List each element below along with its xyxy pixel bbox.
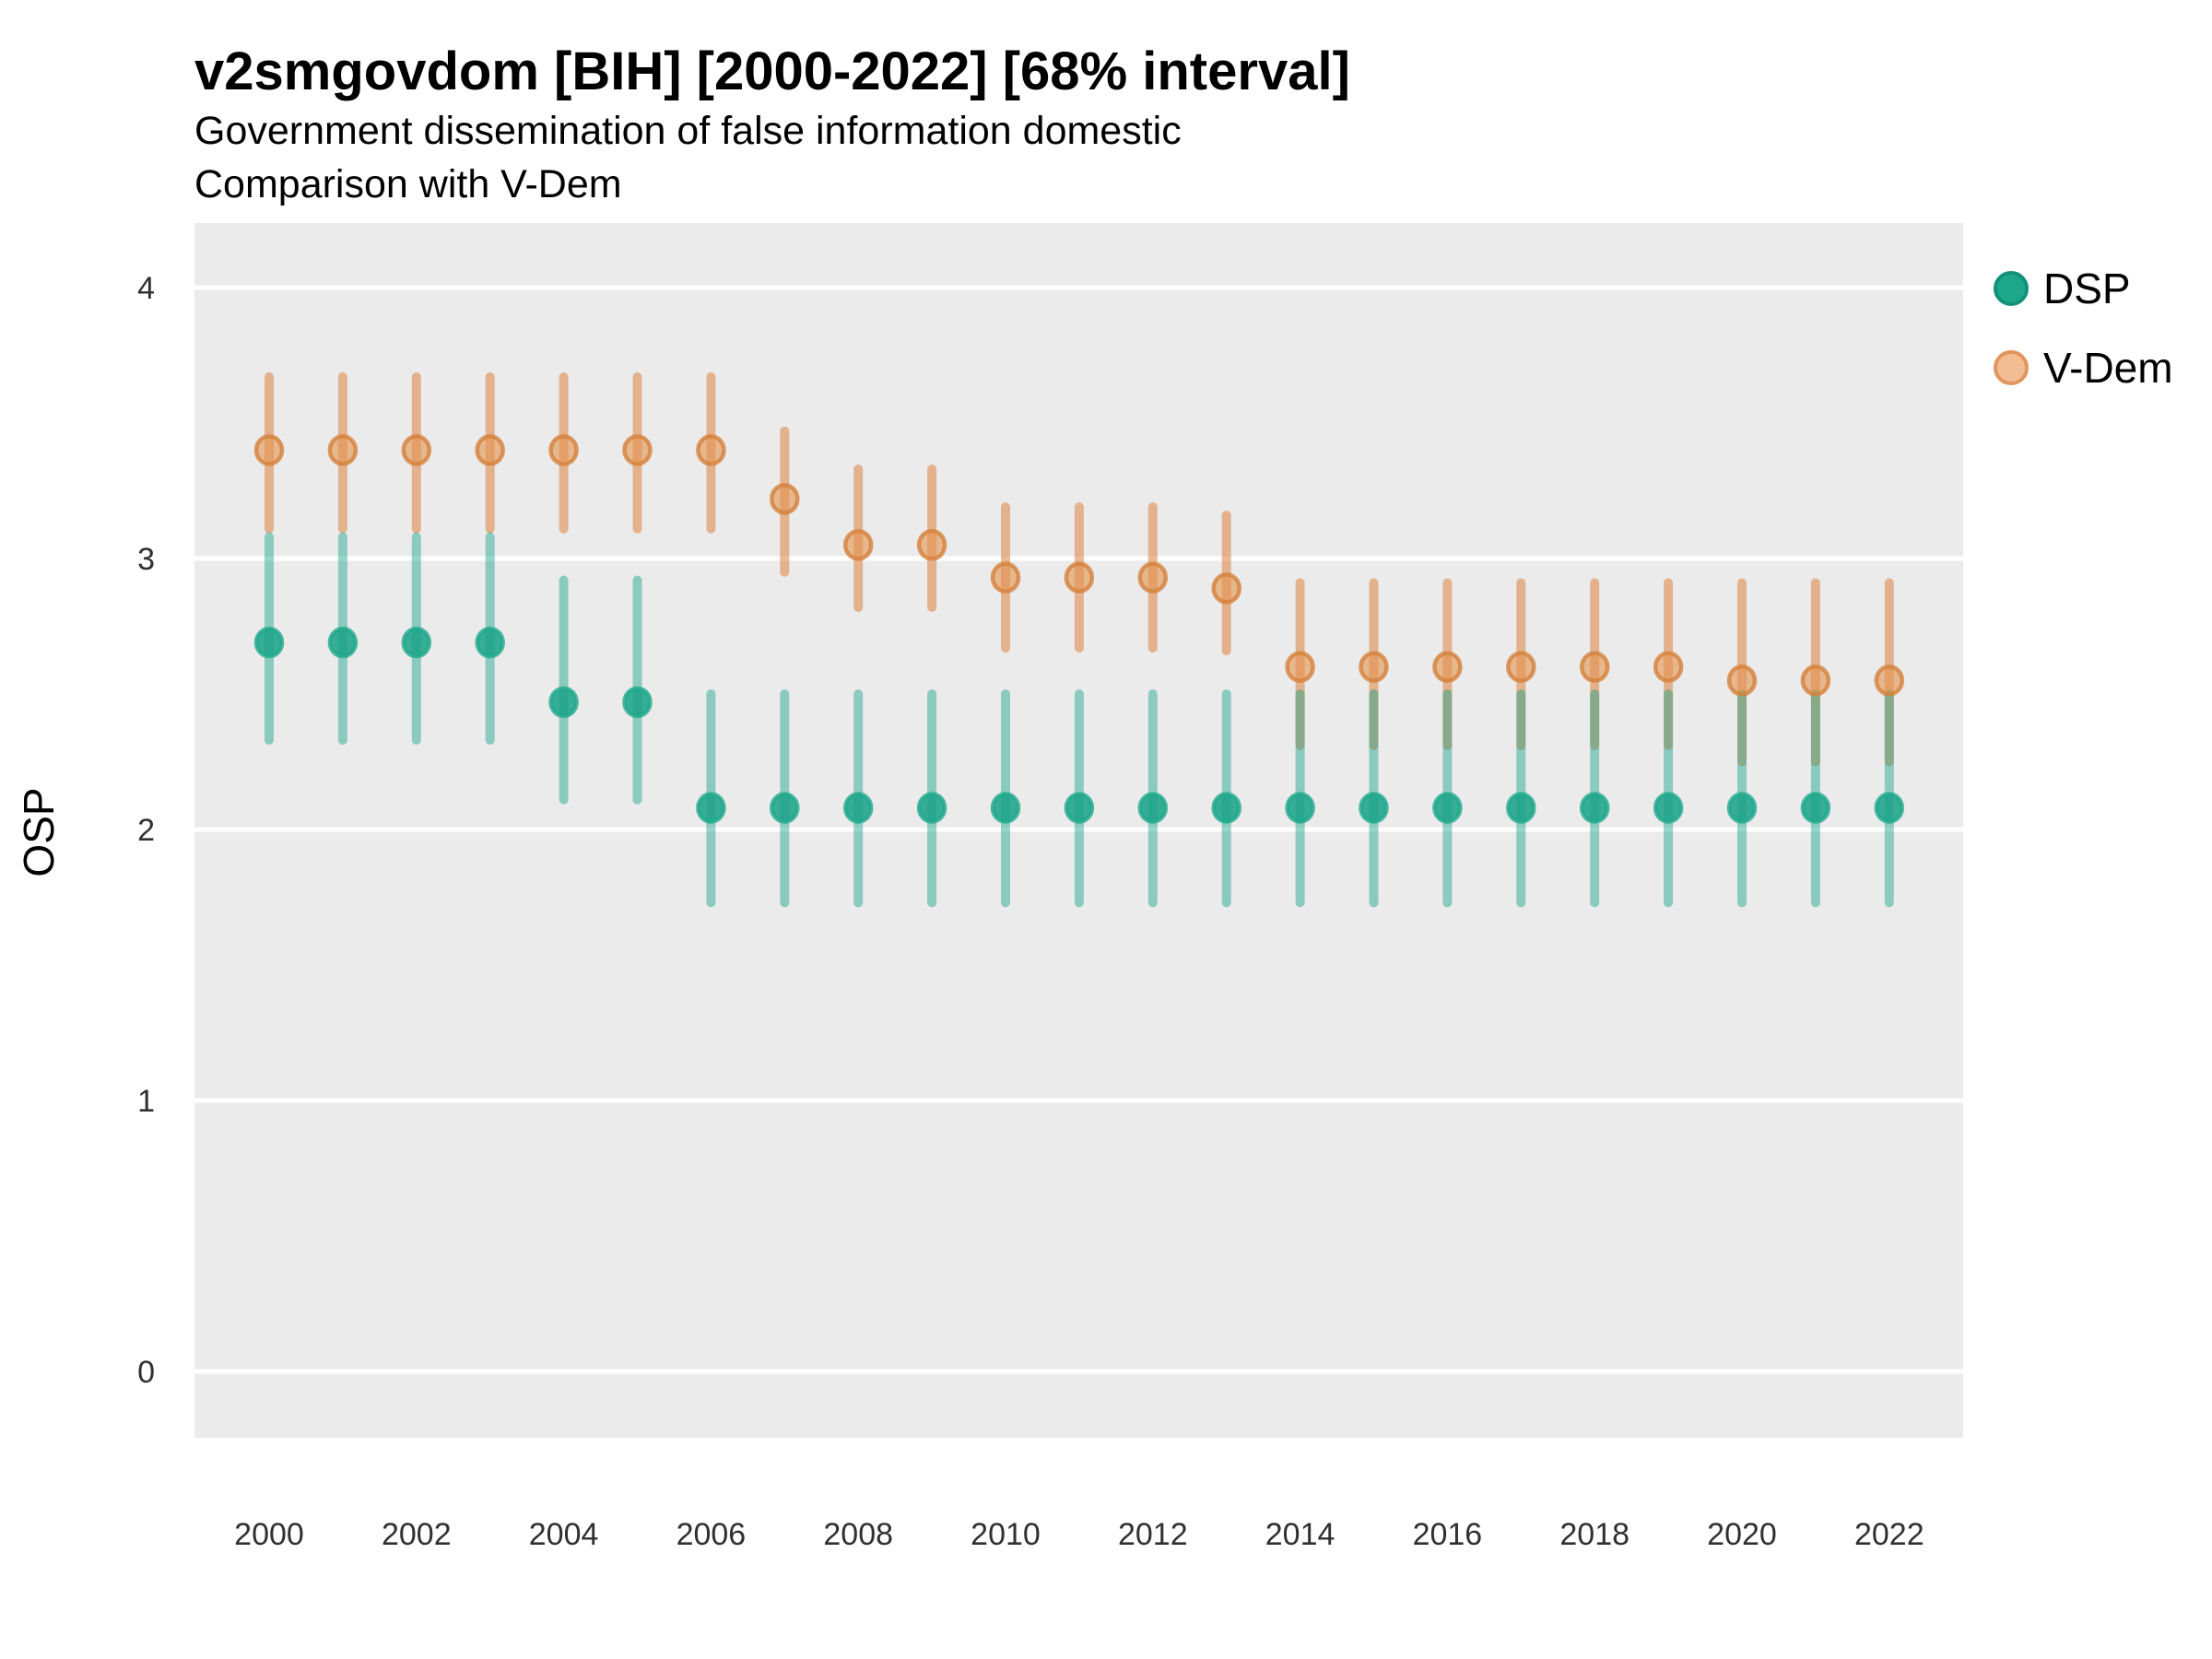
x-tick-label-2008: 2008 <box>823 1517 893 1552</box>
y-tick-label-4: 4 <box>137 271 155 306</box>
point-v-dem-2005 <box>622 434 653 466</box>
y-axis-tick-labels: 0 1 2 3 4 <box>137 271 155 1390</box>
point-dsp-2015 <box>1359 792 1389 824</box>
legend: DSP V-Dem <box>1994 264 2173 393</box>
point-dsp-2005 <box>622 686 653 719</box>
point-dsp-2006 <box>696 792 726 824</box>
x-axis-tick-labels: 2000 2002 2004 2006 2008 2010 2012 2014 2016 2018… <box>234 1517 1924 1552</box>
point-dsp-2000 <box>253 626 285 659</box>
chart-subtitle-2: Comparison with V-Dem <box>194 162 622 206</box>
y-tick-label-1: 1 <box>137 1084 155 1119</box>
point-v-dem-2015 <box>1359 651 1389 683</box>
point-v-dem-2006 <box>696 434 726 466</box>
point-v-dem-2014 <box>1285 651 1315 683</box>
point-dsp-2003 <box>475 626 505 659</box>
point-v-dem-2008 <box>842 529 874 561</box>
x-tick-label-2004: 2004 <box>529 1517 599 1552</box>
point-dsp-2010 <box>990 792 1021 824</box>
point-dsp-2009 <box>916 792 947 824</box>
point-v-dem-2010 <box>990 561 1021 594</box>
y-tick-label-3: 3 <box>137 542 155 577</box>
x-tick-label-2012: 2012 <box>1118 1517 1188 1552</box>
x-tick-label-2010: 2010 <box>971 1517 1041 1552</box>
point-dsp-2007 <box>770 792 800 824</box>
x-tick-label-2006: 2006 <box>677 1517 747 1552</box>
x-tick-label-2000: 2000 <box>234 1517 304 1552</box>
point-dsp-2001 <box>327 626 359 659</box>
point-dsp-2004 <box>548 686 579 719</box>
point-dsp-2012 <box>1137 792 1169 824</box>
point-v-dem-2002 <box>401 434 432 466</box>
point-v-dem-2009 <box>916 529 947 561</box>
point-dsp-2021 <box>1800 792 1831 824</box>
point-v-dem-2018 <box>1579 651 1610 683</box>
point-dsp-2020 <box>1726 792 1758 824</box>
x-tick-label-2002: 2002 <box>382 1517 452 1552</box>
point-dsp-2018 <box>1579 792 1610 824</box>
point-dsp-2002 <box>401 626 432 659</box>
point-dsp-2013 <box>1211 792 1241 824</box>
point-v-dem-2017 <box>1506 651 1536 683</box>
vdem-legend-dot-icon <box>1994 350 2029 385</box>
point-v-dem-2007 <box>770 483 800 515</box>
x-tick-label-2014: 2014 <box>1265 1517 1335 1552</box>
point-v-dem-2021 <box>1800 665 1831 697</box>
legend-item-vdem: V-Dem <box>1994 343 2173 393</box>
point-dsp-2011 <box>1064 792 1095 824</box>
point-dsp-2019 <box>1653 792 1684 824</box>
point-v-dem-2001 <box>327 434 359 466</box>
point-v-dem-2016 <box>1432 651 1463 683</box>
dsp-legend-dot-icon <box>1994 271 2029 306</box>
point-v-dem-2020 <box>1726 665 1758 697</box>
point-v-dem-2012 <box>1137 561 1169 594</box>
y-tick-label-0: 0 <box>137 1355 155 1390</box>
x-tick-label-2020: 2020 <box>1707 1517 1777 1552</box>
point-dsp-2022 <box>1874 792 1905 824</box>
chart-subtitle-1: Government dissemination of false inform… <box>194 109 1182 153</box>
chart-title: v2smgovdom [BIH] [2000-2022] [68% interv… <box>194 41 1350 101</box>
x-tick-label-2016: 2016 <box>1413 1517 1483 1552</box>
point-dsp-2014 <box>1285 792 1315 824</box>
point-v-dem-2011 <box>1064 561 1095 594</box>
point-dsp-2016 <box>1432 792 1463 824</box>
point-v-dem-2000 <box>253 434 285 466</box>
point-v-dem-2019 <box>1653 651 1684 683</box>
x-tick-label-2022: 2022 <box>1854 1517 1924 1552</box>
point-v-dem-2004 <box>548 434 579 466</box>
point-v-dem-2003 <box>475 434 505 466</box>
legend-label-dsp: DSP <box>2043 265 2131 312</box>
legend-label-vdem: V-Dem <box>2043 344 2173 392</box>
y-axis-title: OSP <box>15 787 63 877</box>
legend-item-dsp: DSP <box>1994 264 2173 313</box>
x-tick-label-2018: 2018 <box>1559 1517 1630 1552</box>
series-points <box>253 434 1905 824</box>
point-dsp-2008 <box>842 792 874 824</box>
point-v-dem-2022 <box>1874 665 1905 697</box>
point-v-dem-2013 <box>1211 572 1241 605</box>
point-dsp-2017 <box>1506 792 1536 824</box>
y-tick-label-2: 2 <box>137 813 155 848</box>
